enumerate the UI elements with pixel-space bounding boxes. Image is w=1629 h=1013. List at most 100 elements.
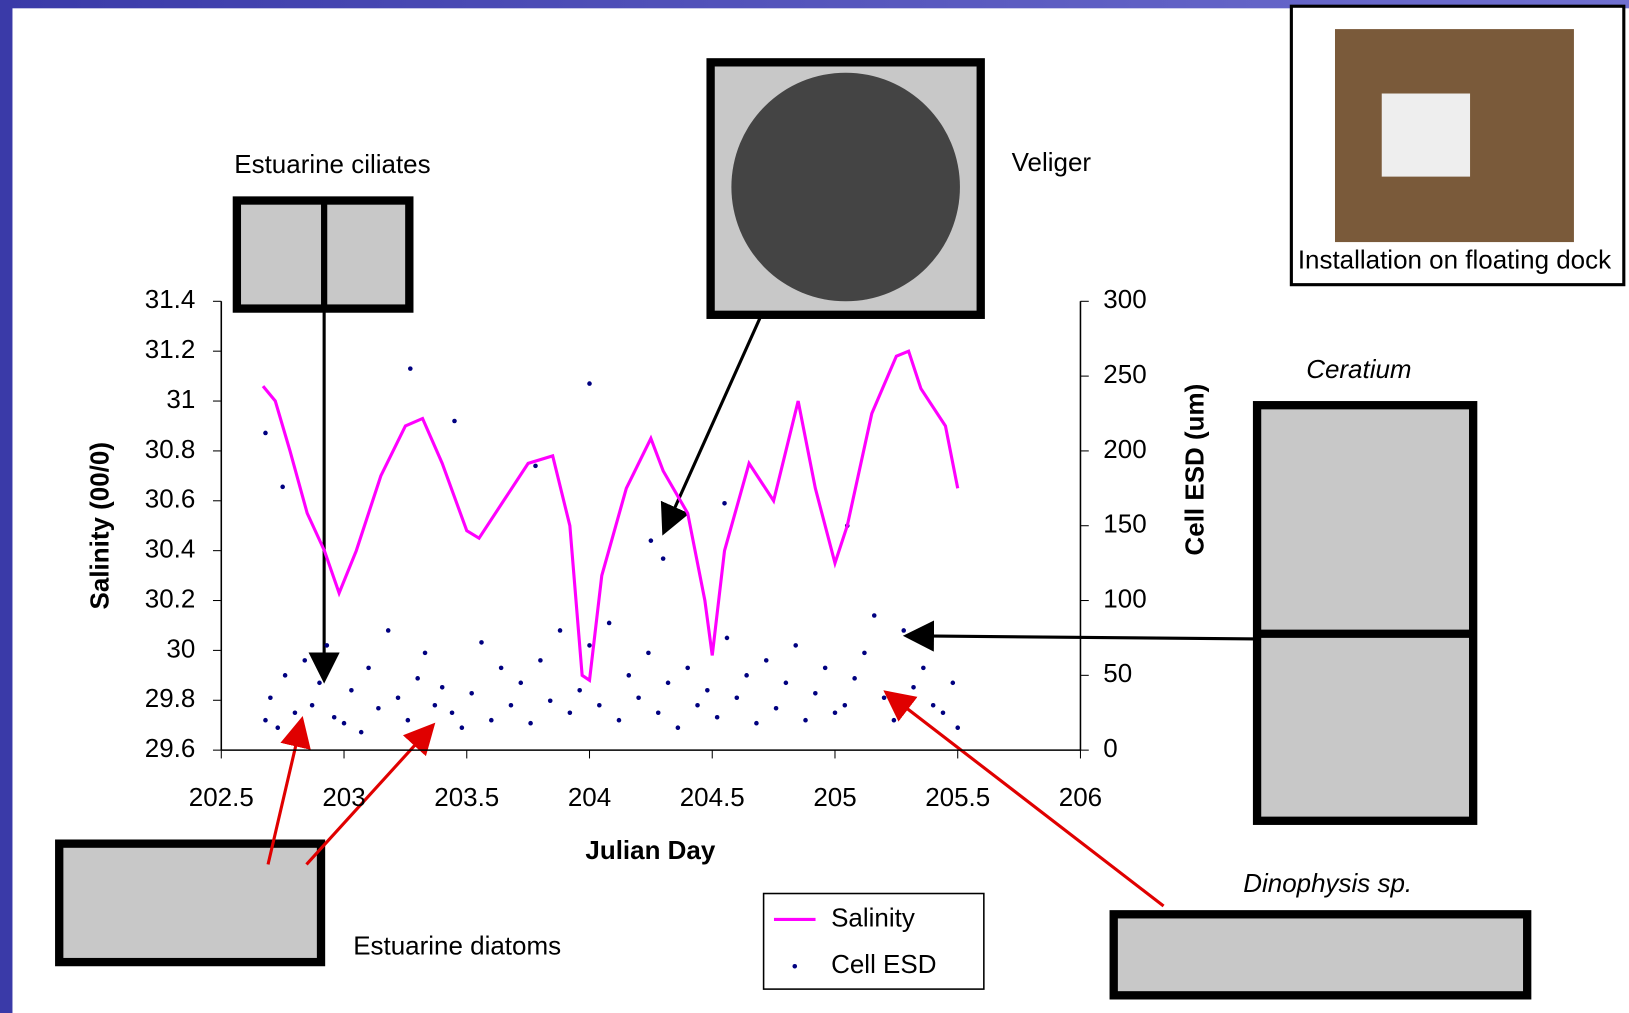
cell-esd-point bbox=[626, 673, 631, 678]
cell-esd-point bbox=[607, 621, 612, 626]
y-axis-title: Salinity (00/0) bbox=[85, 442, 115, 609]
annotation: Estuarine diatoms bbox=[353, 930, 561, 960]
cell-esd-point bbox=[396, 695, 401, 700]
cell-esd-point bbox=[941, 710, 946, 715]
cell-esd-point bbox=[833, 710, 838, 715]
cell-esd-point bbox=[597, 703, 602, 708]
cell-esd-point bbox=[764, 658, 769, 663]
cell-esd-point bbox=[813, 691, 818, 696]
cell-esd-point bbox=[823, 666, 828, 671]
cell-esd-point bbox=[695, 703, 700, 708]
cell-esd-point bbox=[489, 718, 494, 723]
cell-esd-point bbox=[744, 673, 749, 678]
cell-esd-point bbox=[332, 715, 337, 720]
cell-esd-point bbox=[951, 681, 956, 686]
cell-esd-point bbox=[479, 640, 484, 645]
cell-esd-point bbox=[359, 730, 364, 735]
annotation: Ceratium bbox=[1306, 354, 1411, 384]
cell-esd-point bbox=[676, 725, 681, 730]
cell-esd-point bbox=[440, 685, 445, 690]
cell-esd-point bbox=[872, 613, 877, 618]
cell-esd-point bbox=[784, 681, 789, 686]
cell-esd-point bbox=[376, 706, 381, 711]
cell-esd-point bbox=[423, 651, 428, 656]
cell-esd-point bbox=[587, 643, 592, 648]
cell-esd-point bbox=[617, 718, 622, 723]
cell-esd-point bbox=[646, 651, 651, 656]
cell-esd-point bbox=[852, 676, 857, 681]
cell-esd-point bbox=[450, 710, 455, 715]
cell-esd-point bbox=[325, 643, 330, 648]
y-tick-label: 31.4 bbox=[145, 284, 196, 314]
cell-esd-point bbox=[892, 718, 897, 723]
cell-esd-point bbox=[705, 688, 710, 693]
cell-esd-point bbox=[268, 695, 273, 700]
cell-esd-point bbox=[280, 485, 285, 490]
x-axis-title: Julian Day bbox=[585, 835, 715, 865]
dock-device bbox=[1382, 94, 1470, 177]
cell-esd-point bbox=[460, 725, 465, 730]
annotation: Veliger bbox=[1012, 147, 1092, 177]
y2-tick-label: 50 bbox=[1103, 658, 1132, 688]
cell-esd-point bbox=[921, 666, 926, 671]
cell-esd-point bbox=[568, 710, 573, 715]
y2-tick-label: 200 bbox=[1103, 434, 1146, 464]
cell-esd-point bbox=[293, 710, 298, 715]
cell-esd-point bbox=[548, 698, 553, 703]
cell-esd-point bbox=[342, 721, 347, 726]
cell-esd-point bbox=[715, 715, 720, 720]
y2-tick-label: 100 bbox=[1103, 583, 1146, 613]
cell-esd-point bbox=[656, 710, 661, 715]
cell-esd-point bbox=[577, 688, 582, 693]
x-tick-label: 203.5 bbox=[434, 782, 499, 812]
cell-esd-point bbox=[901, 628, 906, 633]
y-tick-label: 30.6 bbox=[145, 484, 196, 514]
y2-tick-label: 300 bbox=[1103, 284, 1146, 314]
cell-esd-point bbox=[931, 703, 936, 708]
cell-esd-point bbox=[774, 706, 779, 711]
cell-esd-point bbox=[735, 695, 740, 700]
ceratium-photo bbox=[1257, 405, 1473, 821]
y-tick-label: 30.2 bbox=[145, 583, 196, 613]
x-tick-label: 206 bbox=[1059, 782, 1102, 812]
cell-esd-point bbox=[722, 501, 727, 506]
cell-esd-point bbox=[528, 721, 533, 726]
cell-esd-point bbox=[558, 628, 563, 633]
slide: 29.629.83030.230.430.630.83131.231.40501… bbox=[0, 0, 1629, 1013]
cell-esd-point bbox=[302, 658, 307, 663]
cell-esd-point bbox=[283, 673, 288, 678]
x-tick-label: 203 bbox=[322, 782, 365, 812]
y2-tick-label: 150 bbox=[1103, 509, 1146, 539]
y-tick-label: 30.8 bbox=[145, 434, 196, 464]
y2-axis-title: Cell ESD (um) bbox=[1180, 384, 1210, 556]
legend-label: Cell ESD bbox=[831, 949, 936, 979]
legend-swatch bbox=[792, 964, 797, 969]
cell-esd-point bbox=[533, 464, 538, 469]
y-tick-label: 29.6 bbox=[145, 733, 196, 763]
cell-esd-point bbox=[538, 658, 543, 663]
y-tick-label: 29.8 bbox=[145, 683, 196, 713]
cell-esd-point bbox=[911, 685, 916, 690]
cell-esd-point bbox=[349, 688, 354, 693]
cell-esd-point bbox=[793, 643, 798, 648]
y-tick-label: 30 bbox=[166, 633, 195, 663]
cell-esd-point bbox=[518, 681, 523, 686]
x-tick-label: 205.5 bbox=[925, 782, 990, 812]
annotation: Estuarine ciliates bbox=[234, 149, 430, 179]
cell-esd-point bbox=[310, 703, 315, 708]
x-tick-label: 202.5 bbox=[189, 782, 254, 812]
cell-esd-point bbox=[406, 718, 411, 723]
cell-esd-point bbox=[661, 556, 666, 561]
cell-esd-point bbox=[263, 718, 268, 723]
dinophysis-photo bbox=[1114, 914, 1527, 995]
cell-esd-point bbox=[754, 721, 759, 726]
cell-esd-point bbox=[408, 366, 413, 371]
cell-esd-point bbox=[685, 666, 690, 671]
x-tick-label: 204 bbox=[568, 782, 611, 812]
cell-esd-point bbox=[275, 725, 280, 730]
y-tick-label: 30.4 bbox=[145, 534, 196, 564]
x-tick-label: 205 bbox=[813, 782, 856, 812]
cell-esd-point bbox=[452, 419, 457, 424]
cell-esd-point bbox=[843, 703, 848, 708]
cell-esd-point bbox=[725, 636, 730, 641]
